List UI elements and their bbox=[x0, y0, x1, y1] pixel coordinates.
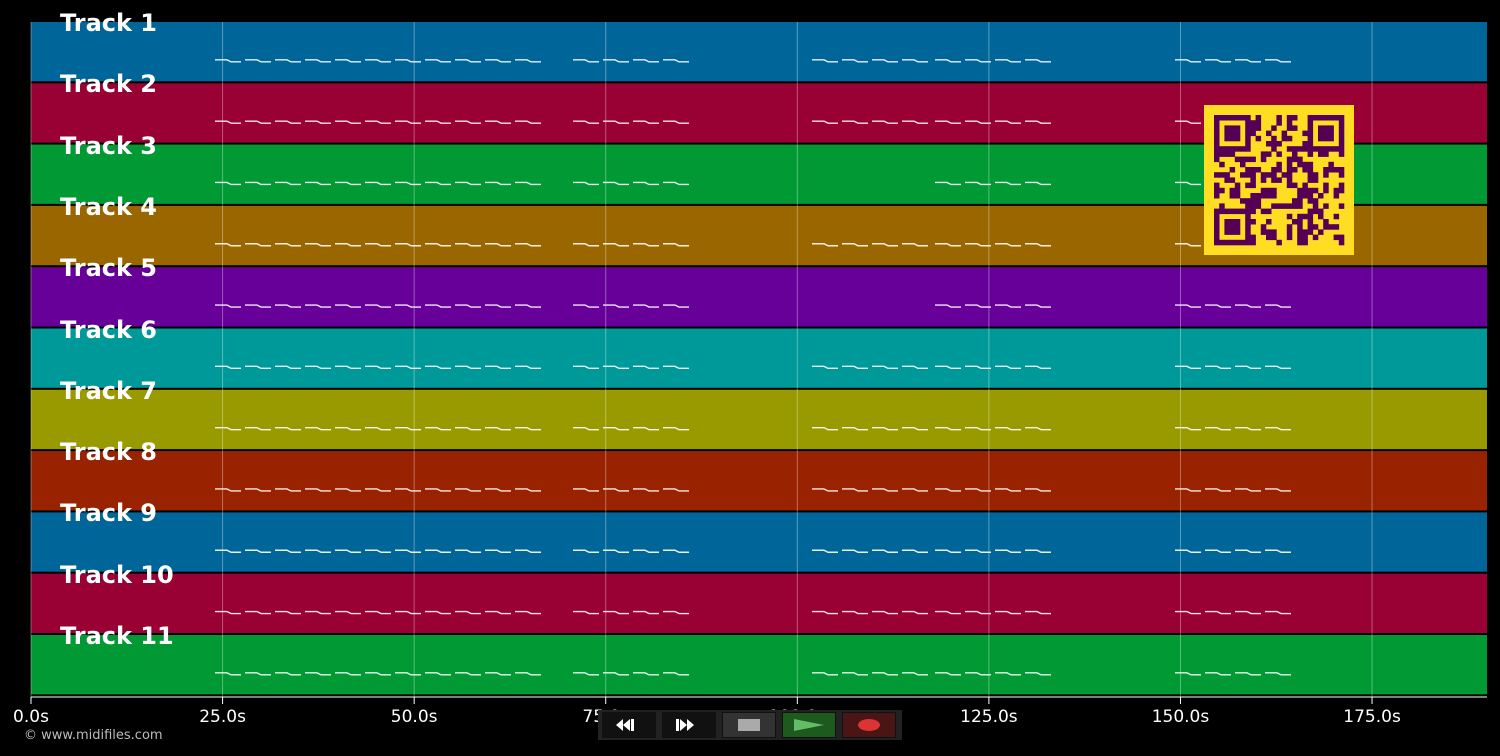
transport-bar bbox=[598, 710, 902, 740]
track-lane-6 bbox=[31, 328, 1487, 388]
track-label-8: Track 8 bbox=[60, 438, 158, 467]
track-lane-7 bbox=[31, 389, 1487, 450]
fast-forward-icon bbox=[676, 719, 694, 731]
track-label-2: Track 2 bbox=[60, 70, 158, 99]
track-notes-5 bbox=[215, 304, 1291, 308]
rewind-icon bbox=[616, 719, 634, 731]
rewind-button[interactable] bbox=[602, 712, 656, 738]
track-label-6: Track 6 bbox=[60, 315, 158, 344]
track-notes-9 bbox=[215, 549, 1291, 553]
track-notes-11 bbox=[215, 672, 1291, 676]
track-lane-9 bbox=[31, 512, 1487, 572]
track-notes-8 bbox=[215, 488, 1291, 492]
track-label-4: Track 4 bbox=[60, 192, 158, 221]
fast-forward-button[interactable] bbox=[662, 712, 716, 738]
track-notes-1 bbox=[215, 59, 1291, 63]
track-label-11: Track 11 bbox=[60, 622, 174, 650]
time-tick-label: 175.0s bbox=[1343, 707, 1401, 727]
track-lane-8 bbox=[31, 451, 1487, 511]
track-notes-4 bbox=[215, 243, 1291, 247]
time-tick-label: 125.0s bbox=[960, 707, 1018, 727]
track-lane-1 bbox=[31, 22, 1487, 82]
track-lane-11 bbox=[31, 635, 1487, 695]
stop-icon bbox=[738, 719, 760, 731]
track-label-7: Track 7 bbox=[60, 376, 158, 405]
record-button[interactable] bbox=[842, 712, 896, 738]
play-button[interactable] bbox=[782, 712, 836, 738]
copyright-text: © www.midifiles.com bbox=[24, 728, 163, 743]
track-notes-7 bbox=[215, 426, 1291, 431]
track-label-10: Track 10 bbox=[60, 560, 174, 589]
time-tick-label: 50.0s bbox=[390, 707, 438, 727]
record-icon bbox=[858, 719, 880, 731]
track-notes-6 bbox=[215, 365, 1291, 370]
track-label-5: Track 5 bbox=[60, 254, 158, 283]
track-label-1: Track 1 bbox=[60, 9, 158, 37]
time-tick-label: 150.0s bbox=[1151, 707, 1210, 727]
play-icon bbox=[794, 719, 824, 731]
qr-code bbox=[1204, 105, 1354, 255]
track-label-3: Track 3 bbox=[60, 131, 158, 160]
time-tick-label: 25.0s bbox=[199, 707, 246, 727]
track-lane-5 bbox=[31, 267, 1487, 327]
stop-button[interactable] bbox=[722, 712, 776, 738]
track-lane-10 bbox=[31, 573, 1487, 633]
time-tick-label: 0.0s bbox=[13, 707, 49, 727]
track-notes-2 bbox=[215, 120, 1291, 124]
track-label-9: Track 9 bbox=[60, 499, 158, 528]
track-notes-10 bbox=[215, 610, 1291, 615]
